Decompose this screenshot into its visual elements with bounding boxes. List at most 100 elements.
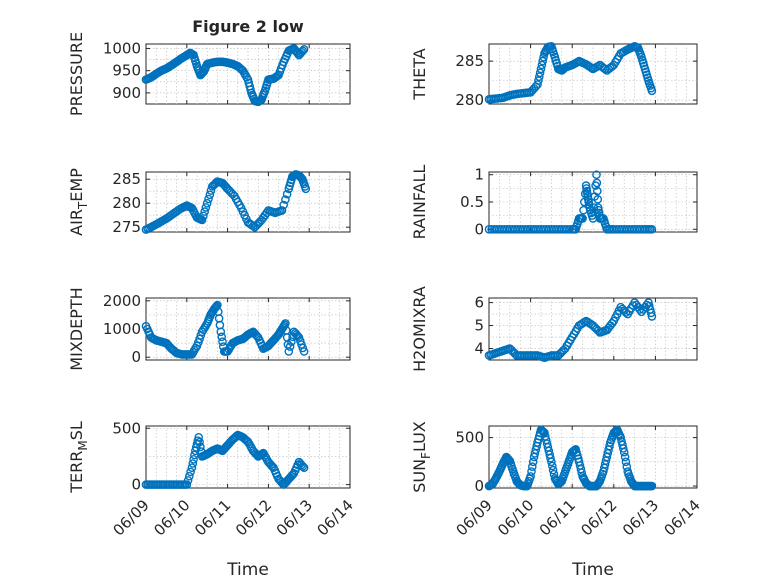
data-point — [605, 441, 614, 451]
data-point — [593, 479, 603, 488]
data-point — [647, 312, 657, 321]
data-point — [284, 347, 294, 356]
data-point — [252, 331, 262, 341]
y-axis-label-tail: EMP — [67, 168, 86, 202]
data-point — [277, 206, 287, 215]
data-point — [548, 461, 557, 471]
data-point — [526, 472, 535, 481]
data-point — [538, 56, 548, 66]
y-tick-label: 0 — [131, 476, 141, 494]
y-axis-label-main: PRESSURE — [67, 32, 86, 116]
data-point — [195, 334, 204, 344]
y-tick-label: 285 — [455, 52, 484, 70]
x-axis-label: Time — [226, 560, 269, 580]
data-point — [201, 203, 211, 212]
data-point — [592, 178, 602, 188]
data-point — [296, 172, 306, 182]
data-point — [589, 203, 599, 212]
data-point — [547, 457, 556, 467]
data-point — [538, 426, 548, 436]
data-point — [272, 71, 282, 81]
data-point — [299, 347, 309, 356]
data-point — [194, 432, 203, 442]
y-tick-label: 0 — [474, 477, 484, 495]
data-point — [535, 72, 544, 81]
data-point — [205, 190, 215, 200]
data-point — [187, 463, 197, 473]
data-point — [620, 452, 630, 462]
y-axis-label-main: TERR — [67, 451, 86, 494]
data-point — [188, 459, 198, 468]
data-point — [197, 215, 207, 225]
y-axis-label-subscript: M — [76, 440, 90, 450]
y-axis-label: TERRMSL — [67, 421, 90, 494]
subplot-air_temp: 275 280 285 AIRTEMP — [67, 168, 351, 236]
data-point — [537, 60, 547, 70]
subplot-theta: 280 285 THETA — [410, 42, 698, 109]
data-point — [199, 211, 208, 221]
data-point — [528, 462, 537, 472]
data-point — [528, 457, 538, 467]
y-tick-label: 500 — [455, 429, 484, 447]
y-axis-label: PRESSURE — [67, 32, 86, 116]
subplot-h2omixra: 4 5 6 H2OMIXRA — [410, 286, 698, 372]
data-point — [546, 453, 555, 463]
data-point — [293, 331, 303, 341]
y-tick-label: 4 — [474, 340, 484, 358]
y-tick-label: 1 — [474, 166, 484, 184]
data-point — [267, 461, 277, 471]
data-point — [248, 221, 258, 231]
data-point — [288, 470, 297, 480]
data-point — [246, 85, 255, 94]
data-point — [578, 214, 587, 223]
y-tick-label: 1000 — [103, 39, 141, 57]
y-axis-label: AIRTEMP — [67, 168, 90, 236]
figure-title: Figure 2 low — [192, 17, 304, 36]
y-axis-label-main: H2OMIXRA — [410, 286, 429, 372]
data-point — [593, 186, 602, 196]
y-axis-label-subscript: F — [419, 452, 433, 459]
data-point — [534, 76, 543, 85]
data-point — [218, 337, 227, 347]
y-tick-label: 0.5 — [460, 193, 484, 211]
y-axis-label-main: RAINFALL — [410, 165, 429, 240]
data-point — [527, 467, 536, 476]
data-point — [287, 337, 296, 347]
y-axis-label-main: THETA — [410, 48, 429, 100]
y-axis-label-main: SUN — [410, 459, 429, 493]
subplot-pressure: 900 950 1000 PRESSURE Figure 2 low — [67, 17, 351, 116]
data-point — [647, 86, 657, 96]
y-axis-label: MIXDEPTH — [67, 287, 86, 370]
data-point — [189, 454, 198, 464]
data-point — [182, 480, 192, 489]
y-axis-label-tail: SL — [67, 421, 86, 440]
y-tick-label: 1000 — [103, 320, 141, 338]
data-point — [211, 302, 220, 312]
y-axis-label: RAINFALL — [410, 165, 429, 240]
y-tick-label: 280 — [112, 194, 141, 212]
y-tick-label: 950 — [112, 62, 141, 80]
y-tick-label: 275 — [112, 218, 141, 236]
y-tick-label: 6 — [474, 294, 484, 312]
data-point — [202, 198, 212, 208]
data-point — [548, 465, 558, 475]
data-point — [285, 342, 295, 351]
data-point — [217, 332, 226, 342]
y-axis-label-main: AIR — [67, 209, 86, 236]
data-point — [282, 189, 292, 199]
data-point — [635, 305, 645, 314]
data-point — [533, 80, 542, 89]
subplot-rainfall: 0 0.5 1 RAINFALL — [410, 165, 698, 240]
y-tick-label: 285 — [112, 170, 141, 188]
y-axis-label: SUNFLUX — [410, 421, 433, 493]
y-axis-label: THETA — [410, 48, 429, 100]
data-point — [200, 207, 209, 216]
data-point — [621, 457, 631, 467]
data-point — [647, 481, 657, 491]
y-axis-label: H2OMIXRA — [410, 286, 429, 372]
data-point — [619, 444, 628, 453]
y-tick-label: 500 — [112, 419, 141, 437]
data-point — [190, 450, 199, 460]
data-point — [281, 195, 290, 204]
